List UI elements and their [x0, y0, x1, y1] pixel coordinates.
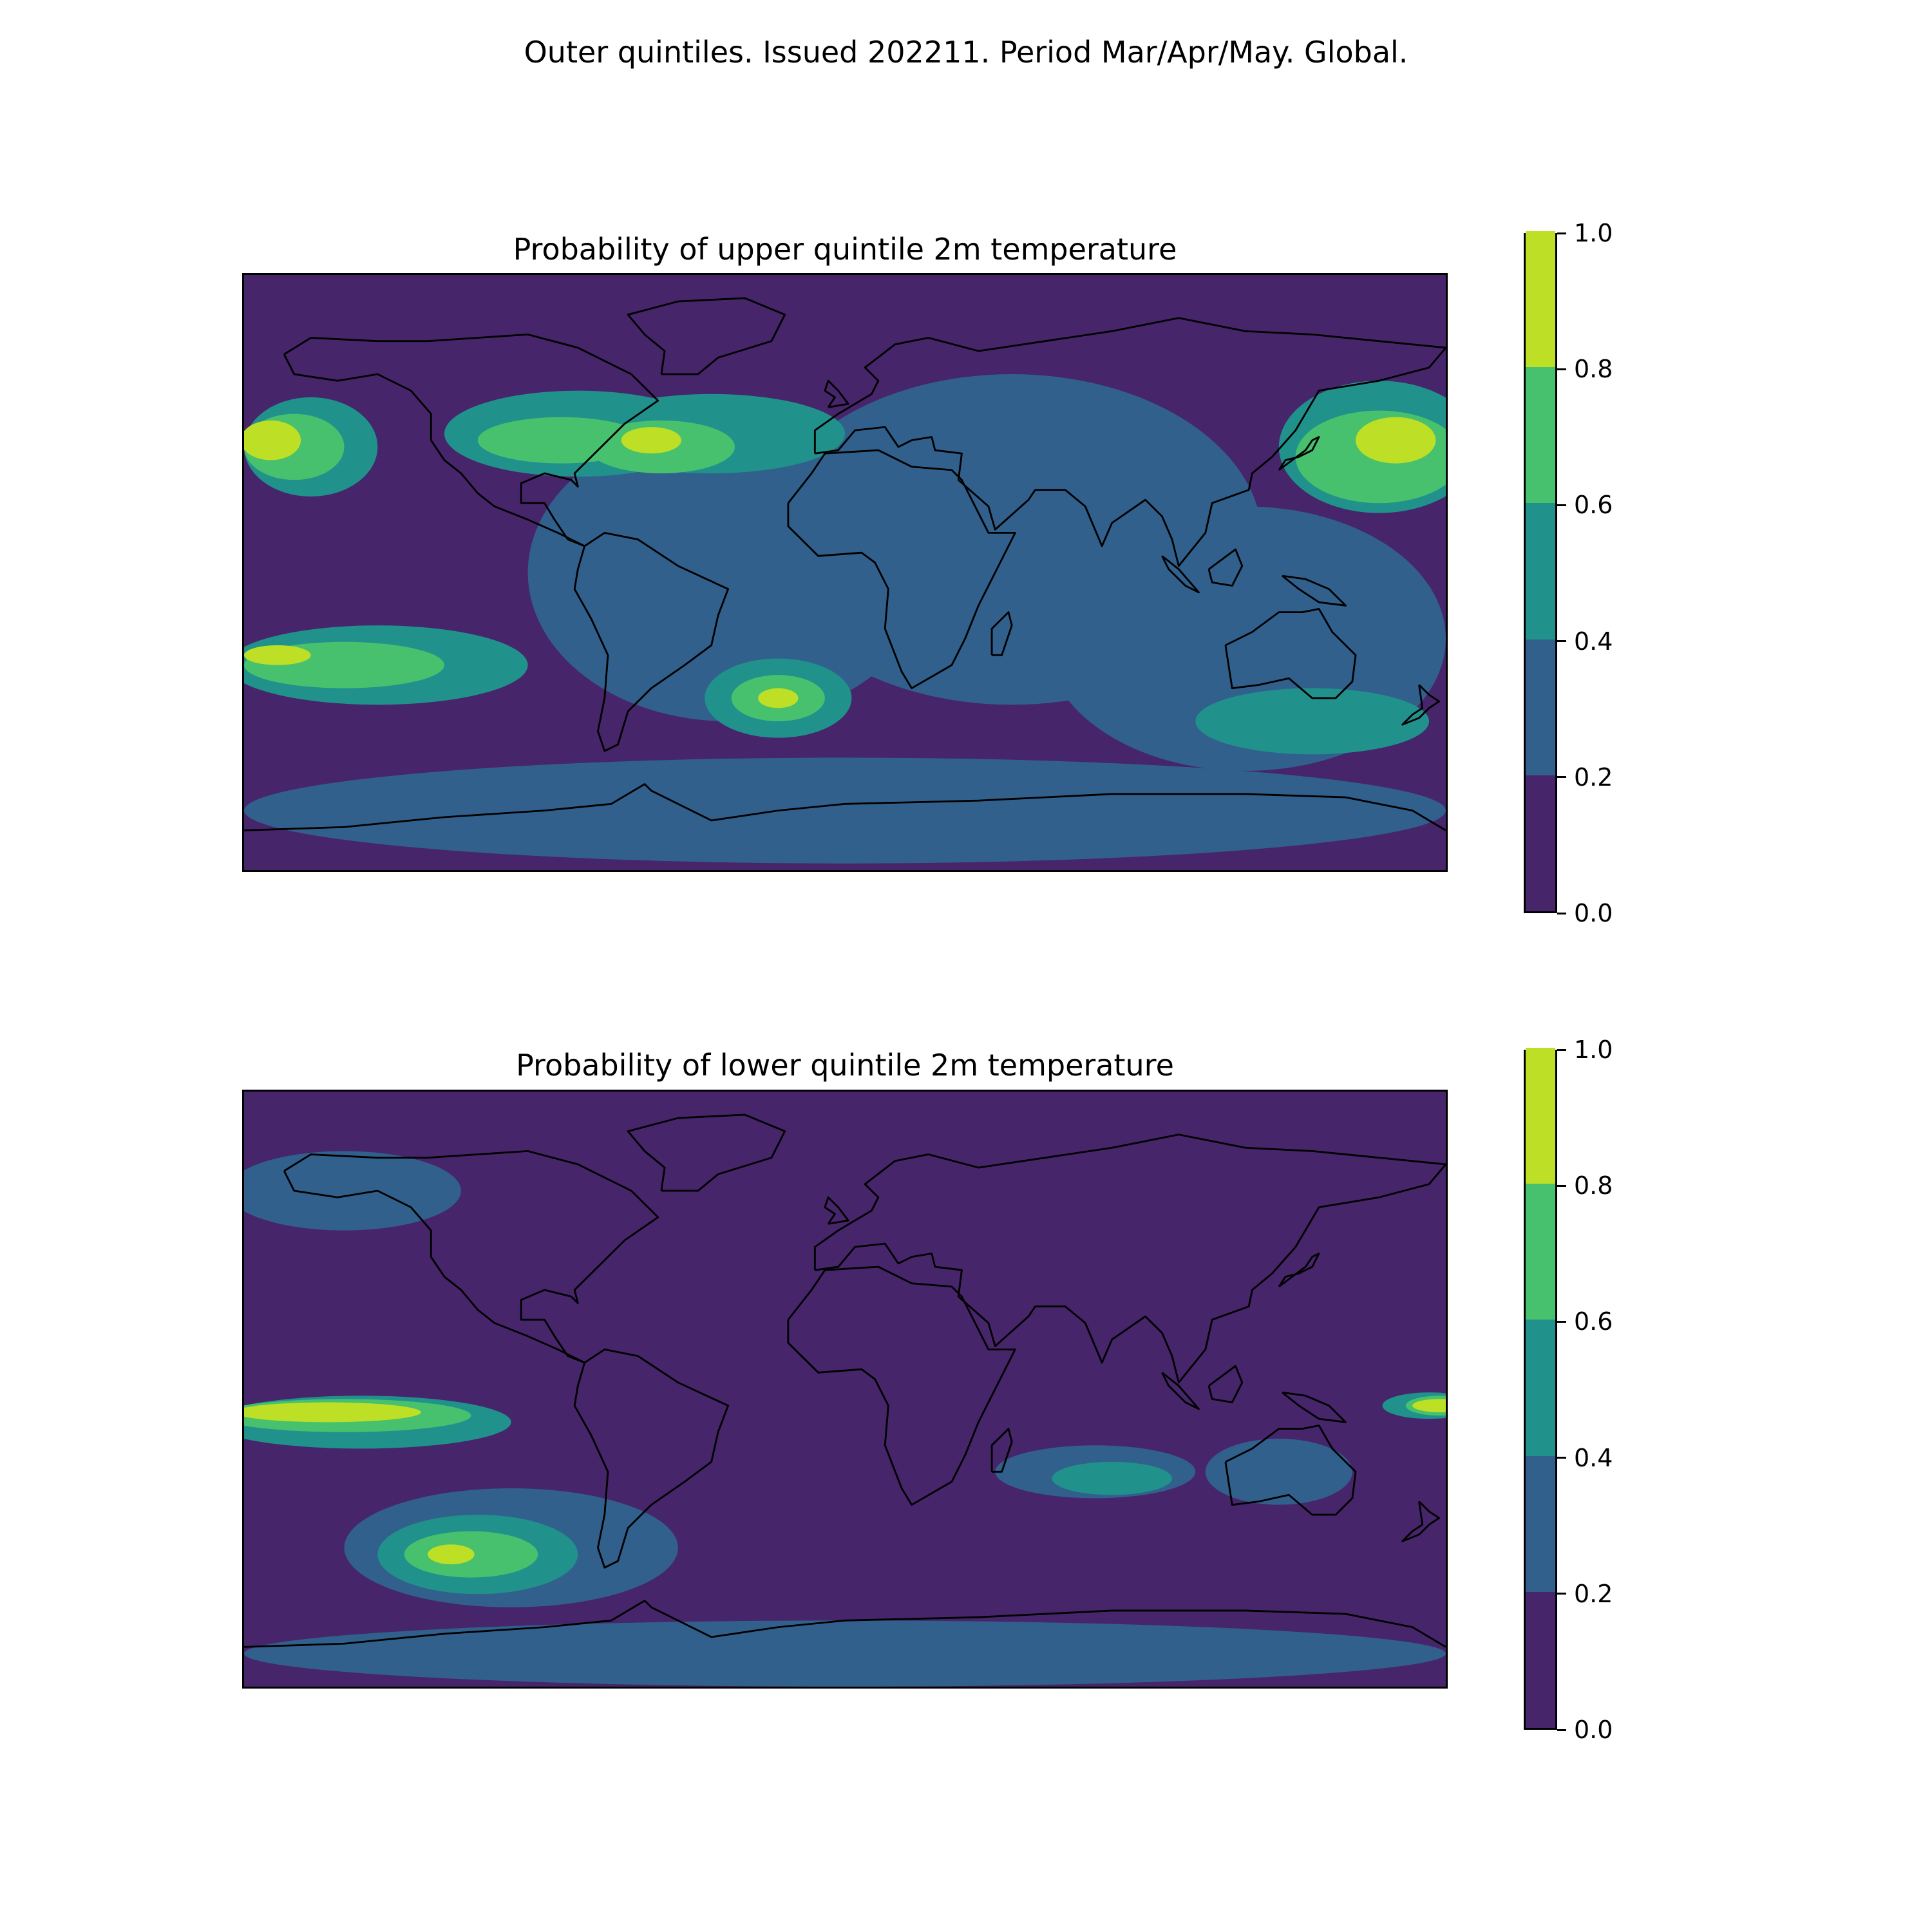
- colorbar-tick-label: 0.6: [1574, 1307, 1613, 1336]
- probability-region: [1356, 417, 1436, 464]
- colorbar-segment: [1526, 1455, 1555, 1592]
- coastline-new-guinea: [1282, 574, 1347, 607]
- coastline-madagascar: [990, 1428, 1013, 1473]
- coastline-antarctica: [244, 783, 1446, 831]
- coastline-great-britain: [824, 379, 849, 408]
- map-lower-quintile: [242, 1090, 1448, 1689]
- colorbar-tick: [1557, 1728, 1566, 1731]
- colorbar-tick-label: 0.0: [1574, 1716, 1613, 1744]
- coastline-new-zealand: [1401, 684, 1441, 726]
- probability-region: [244, 1402, 421, 1423]
- probability-region: [621, 427, 682, 454]
- colorbar-tick: [1557, 1320, 1566, 1323]
- coastline-africa: [787, 1265, 1016, 1506]
- coastline-japan: [1278, 1253, 1320, 1287]
- coastline-australia: [1224, 1425, 1357, 1516]
- colorbar-tick: [1557, 232, 1566, 234]
- map-lower-svg: [244, 1092, 1446, 1687]
- coastline-new-guinea: [1282, 1391, 1347, 1423]
- panel-title-lower: Probability of lower quintile 2m tempera…: [516, 1048, 1174, 1083]
- probability-region: [244, 1151, 461, 1231]
- colorbar-tick-label: 0.0: [1574, 899, 1613, 927]
- colorbar-segment: [1526, 1048, 1555, 1184]
- coastline-borneo: [1208, 1365, 1244, 1403]
- colorbar-segment: [1526, 775, 1555, 911]
- probability-region: [1195, 688, 1430, 755]
- map-upper-quintile: [242, 273, 1448, 872]
- colorbar-tick-label: 0.8: [1574, 355, 1613, 384]
- coastline-japan: [1278, 436, 1320, 471]
- colorbar-tick: [1557, 504, 1566, 506]
- probability-region: [758, 688, 799, 708]
- colorbar-tick: [1557, 1184, 1566, 1187]
- colorbar-tick-label: 0.4: [1574, 1443, 1613, 1472]
- probability-region: [428, 1544, 475, 1565]
- colorbar-segment: [1526, 231, 1555, 368]
- colorbar-segment: [1526, 503, 1555, 639]
- colorbar-tick-label: 1.0: [1574, 1036, 1613, 1064]
- probability-region: [244, 1620, 1446, 1687]
- coastline-madagascar: [990, 611, 1013, 656]
- colorbar-tick-label: 1.0: [1574, 219, 1613, 247]
- colorbar-tick: [1557, 368, 1566, 370]
- colorbar-upper: [1524, 231, 1557, 913]
- coastline-greenland: [627, 1113, 786, 1192]
- colorbar-segment: [1526, 1591, 1555, 1728]
- figure-title: Outer quintiles. Issued 202211. Period M…: [524, 35, 1408, 70]
- probability-region: [1052, 1461, 1172, 1495]
- map-upper-svg: [244, 275, 1446, 870]
- coastline-eurasia: [813, 1133, 1446, 1384]
- coastline-sumatra: [1161, 1372, 1200, 1410]
- coastline-antarctica: [244, 1600, 1446, 1648]
- colorbar-tick-label: 0.6: [1574, 491, 1613, 520]
- coastline-sumatra: [1161, 555, 1200, 594]
- colorbar-segment: [1526, 639, 1555, 775]
- colorbar-segment: [1526, 367, 1555, 504]
- coastline-greenland: [627, 297, 786, 375]
- coastline-north-america: [283, 333, 659, 547]
- coastline-south-america: [573, 531, 730, 752]
- colorbar-tick: [1557, 912, 1566, 914]
- panel-title-upper: Probability of upper quintile 2m tempera…: [513, 232, 1177, 267]
- coastline-great-britain: [824, 1196, 849, 1225]
- probability-region: [244, 645, 311, 665]
- colorbar-segment: [1526, 1320, 1555, 1456]
- probability-region: [1412, 1399, 1446, 1412]
- colorbar-lower: [1524, 1048, 1557, 1730]
- probability-region: [244, 420, 301, 460]
- colorbar-tick: [1557, 640, 1566, 643]
- colorbar-tick-label: 0.4: [1574, 627, 1613, 656]
- colorbar-tick-label: 0.8: [1574, 1171, 1613, 1200]
- colorbar-tick: [1557, 1048, 1566, 1051]
- coastline-eurasia: [813, 317, 1446, 567]
- coastline-north-america: [283, 1150, 659, 1364]
- coastline-borneo: [1208, 548, 1244, 587]
- coastline-africa: [787, 449, 1016, 690]
- coastline-australia: [1224, 608, 1357, 699]
- coastline-new-zealand: [1401, 1501, 1441, 1542]
- coastline-south-america: [573, 1348, 730, 1569]
- probability-region: [1205, 1439, 1352, 1505]
- colorbar-segment: [1526, 1184, 1555, 1320]
- probability-region: [244, 757, 1446, 864]
- colorbar-tick: [1557, 1457, 1566, 1459]
- colorbar-tick: [1557, 776, 1566, 779]
- colorbar-tick-label: 0.2: [1574, 762, 1613, 791]
- colorbar-tick: [1557, 1593, 1566, 1595]
- colorbar-tick-label: 0.2: [1574, 1579, 1613, 1608]
